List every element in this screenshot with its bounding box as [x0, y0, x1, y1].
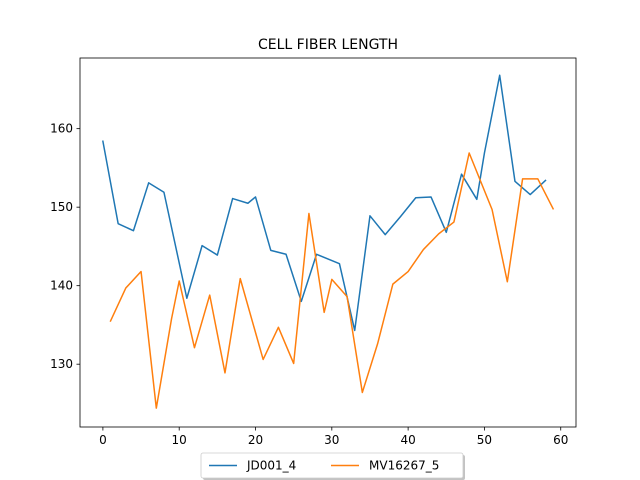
- legend-label-1: JD001_4: [246, 459, 296, 473]
- legend-label-2: MV16267_5: [369, 459, 439, 473]
- y-tick-label: 150: [50, 200, 73, 214]
- y-tick-label: 130: [50, 357, 73, 371]
- x-tick-label: 20: [248, 433, 263, 447]
- plot-area: [80, 58, 576, 427]
- plot-background: [80, 58, 576, 427]
- legend: JD001_4 MV16267_5: [200, 452, 465, 480]
- axes-frame: [79, 57, 577, 428]
- x-tick-label: 30: [324, 433, 339, 447]
- y-tick-label: 160: [50, 122, 73, 136]
- y-tick-label: 140: [50, 279, 73, 293]
- series-line-1: [102, 74, 547, 332]
- x-tick-label: 50: [477, 433, 492, 447]
- x-tick-label: 10: [172, 433, 187, 447]
- series-layer: [102, 74, 555, 409]
- x-tick-label: 0: [99, 433, 107, 447]
- axes-layer: 0 10 20 30 40 50 60 130 140 150 160: [50, 57, 577, 447]
- series-line-2: [109, 152, 555, 409]
- x-tick-label: 60: [553, 433, 568, 447]
- chart-title: CELL FIBER LENGTH: [258, 37, 398, 53]
- x-tick-label: 40: [400, 433, 415, 447]
